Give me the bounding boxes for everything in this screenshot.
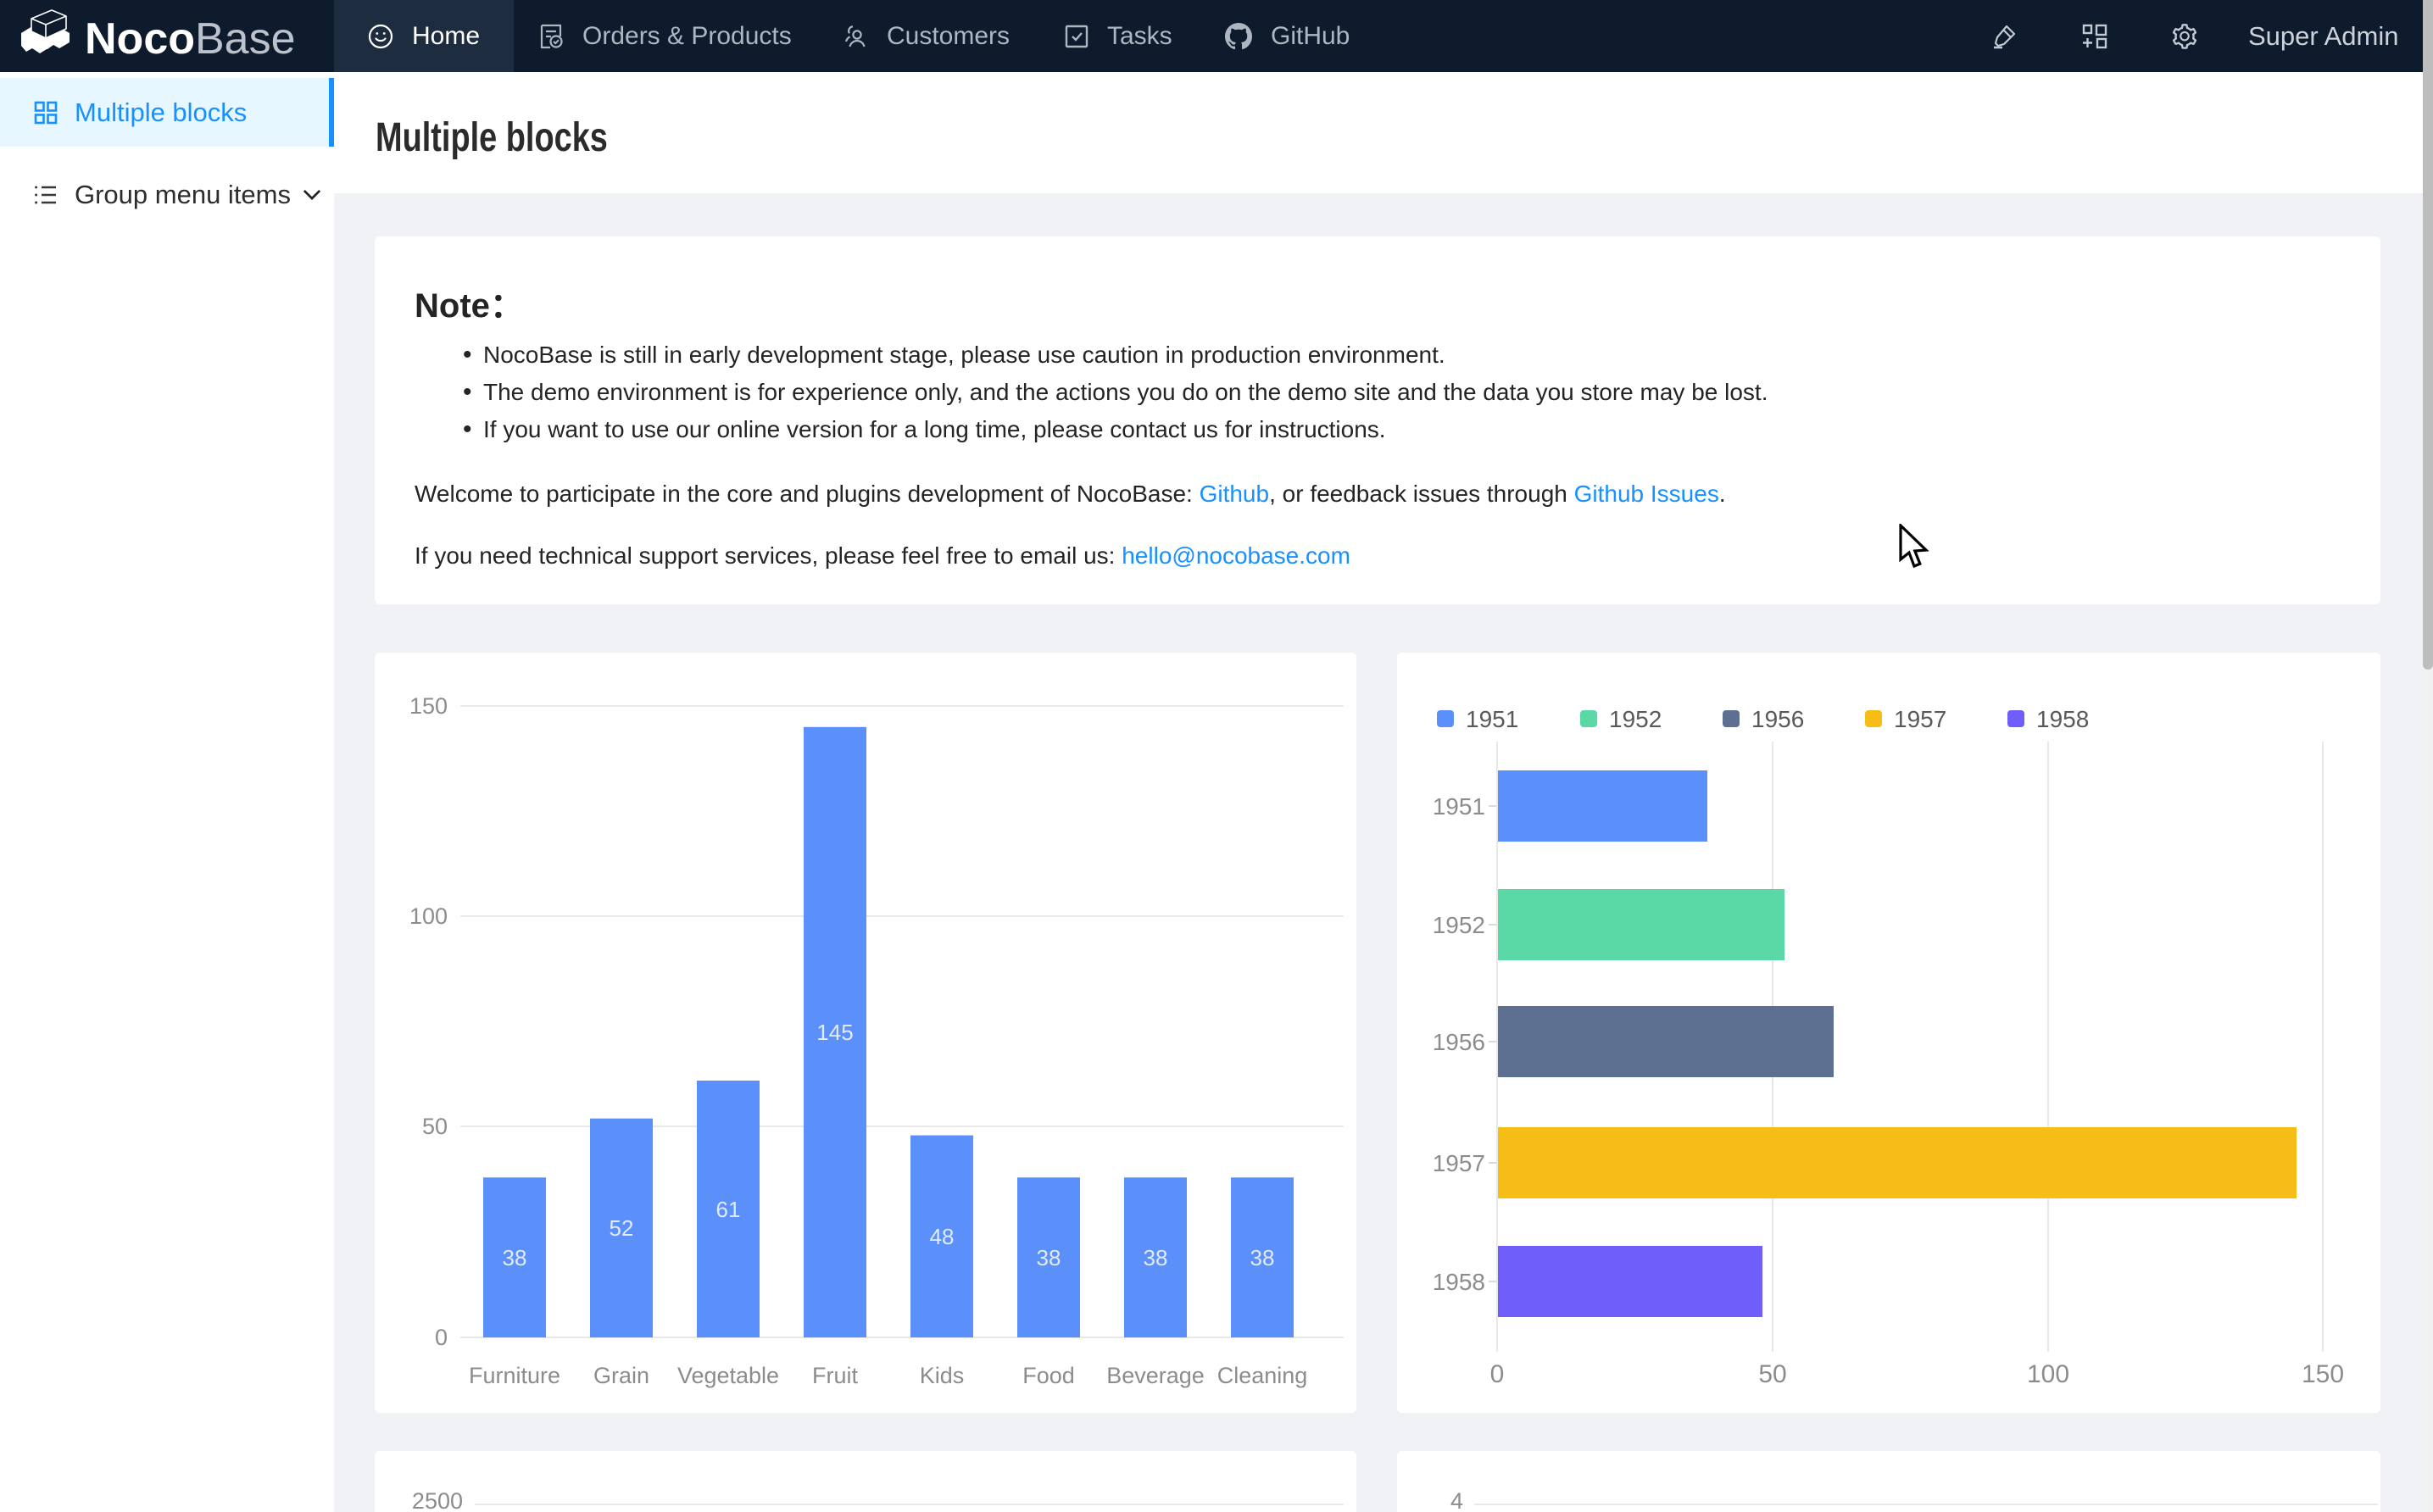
svg-text:1958: 1958 [1433, 1269, 1485, 1295]
svg-text:38: 38 [503, 1245, 527, 1270]
svg-text:2500: 2500 [412, 1488, 463, 1512]
svg-text:48: 48 [930, 1224, 955, 1249]
svg-text:Kids: Kids [920, 1363, 965, 1388]
svg-text:100: 100 [2027, 1360, 2069, 1388]
svg-text:38: 38 [1250, 1245, 1275, 1270]
svg-text:50: 50 [1758, 1360, 1786, 1388]
svg-text:Vegetable: Vegetable [677, 1363, 779, 1388]
svg-text:50: 50 [422, 1114, 448, 1139]
svg-text:4: 4 [1450, 1488, 1463, 1512]
svg-text:145: 145 [816, 1020, 853, 1045]
svg-text:1952: 1952 [1609, 706, 1662, 732]
svg-text:1957: 1957 [1433, 1150, 1485, 1176]
svg-text:1956: 1956 [1751, 706, 1804, 732]
svg-text:Food: Food [1022, 1363, 1075, 1388]
svg-text:1956: 1956 [1433, 1029, 1485, 1055]
svg-text:1957: 1957 [1894, 706, 1946, 732]
svg-text:Fruit: Fruit [812, 1363, 858, 1388]
svg-text:150: 150 [2302, 1360, 2344, 1388]
svg-text:0: 0 [1490, 1360, 1505, 1388]
svg-text:1958: 1958 [2036, 706, 2089, 732]
svg-text:Furniture: Furniture [469, 1363, 560, 1388]
svg-text:52: 52 [610, 1215, 634, 1241]
svg-text:Cleaning: Cleaning [1217, 1363, 1308, 1388]
svg-text:Grain: Grain [593, 1363, 649, 1388]
svg-text:61: 61 [716, 1197, 741, 1222]
svg-text:0: 0 [435, 1325, 448, 1350]
svg-text:38: 38 [1037, 1245, 1061, 1270]
svg-text:1951: 1951 [1466, 706, 1518, 732]
svg-text:1951: 1951 [1433, 793, 1485, 820]
svg-text:150: 150 [409, 693, 448, 719]
svg-text:100: 100 [409, 903, 448, 929]
svg-text:1952: 1952 [1433, 912, 1485, 938]
svg-text:Beverage: Beverage [1106, 1363, 1205, 1388]
svg-text:38: 38 [1144, 1245, 1168, 1270]
